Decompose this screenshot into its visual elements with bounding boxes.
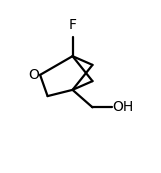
- Text: F: F: [69, 19, 76, 33]
- Text: OH: OH: [112, 100, 134, 114]
- Text: O: O: [28, 68, 39, 82]
